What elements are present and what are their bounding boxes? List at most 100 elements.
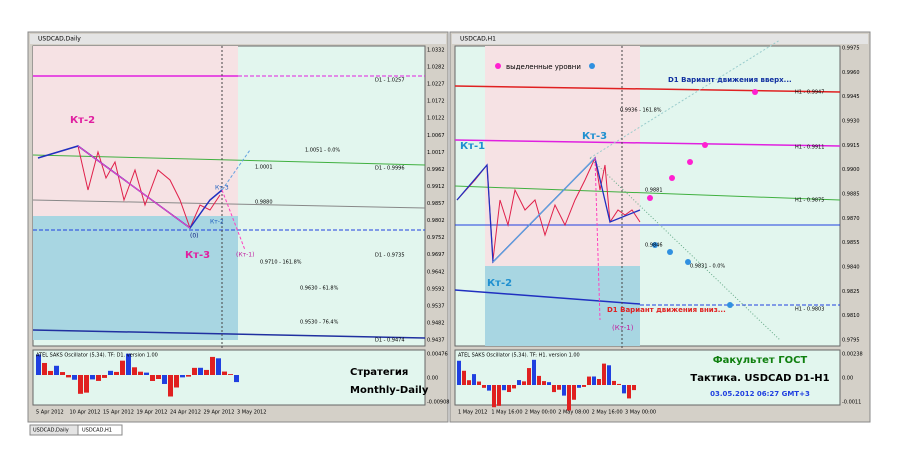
histogram-bar (168, 375, 173, 397)
histogram-bar (477, 381, 481, 385)
annotation: выделенные уровни (506, 63, 581, 71)
level-label: D1 - 0.9474 (375, 338, 405, 344)
histogram-bar (96, 375, 101, 381)
tab[interactable]: USDCAD,H1 (82, 428, 112, 434)
histogram-bar (527, 368, 531, 385)
histogram-bar (567, 385, 571, 411)
oscillator-label: 0.00476 (427, 352, 448, 358)
oscillator-label: 0.00 (842, 376, 853, 382)
date-label: 24 Apr 2012 (170, 410, 201, 416)
histogram-bar (132, 367, 137, 375)
histogram-bar (502, 385, 506, 391)
histogram-bar (222, 371, 227, 375)
date-label: 19 Apr 2012 (137, 410, 168, 416)
indicator-label: ATEL SAKS Oscillator (5,34). TF: D1. ver… (36, 353, 158, 359)
histogram-bar (84, 375, 89, 393)
histogram-bar (532, 359, 536, 385)
level-label: 0.9880 (255, 200, 273, 206)
histogram-bar (627, 385, 631, 399)
histogram-bar (457, 360, 461, 385)
price-label: 0.9900 (842, 167, 860, 173)
price-label: 0.9930 (842, 119, 860, 125)
annotation: Кт-3 (215, 185, 229, 192)
price-label: 0.9870 (842, 216, 860, 222)
oscillator-label: 0.00238 (842, 352, 863, 358)
histogram-bar (587, 376, 591, 385)
oscillator-label: -0.00908 (427, 400, 449, 406)
price-label: 1.0017 (427, 150, 445, 156)
annotation: Кт-1 (460, 141, 485, 152)
price-label: 0.9857 (427, 201, 445, 207)
level-label: 0.9710 - 161.8% (260, 260, 302, 266)
histogram-bar (78, 375, 83, 394)
histogram-bar (522, 381, 526, 385)
histogram-bar (472, 374, 476, 385)
histogram-bar (36, 354, 41, 375)
date-label: 3 May 2012 (237, 410, 266, 416)
price-label: 0.9642 (427, 269, 445, 275)
level-label: D1 - 0.9735 (375, 253, 405, 259)
histogram-bar (512, 385, 516, 389)
price-label: 0.9825 (842, 289, 860, 295)
histogram-bar (597, 379, 601, 385)
caption: Monthly-Daily (350, 385, 429, 396)
price-label: 0.9697 (427, 252, 445, 258)
price-label: 1.0227 (427, 82, 445, 88)
price-label: 1.0122 (427, 116, 445, 122)
price-label: 0.9912 (427, 184, 445, 190)
histogram-bar (537, 375, 541, 385)
histogram-bar (572, 385, 576, 400)
date-label: 1 May 16:00 (491, 410, 522, 416)
histogram-bar (557, 385, 561, 390)
level-label: 1.0001 (255, 165, 273, 171)
level-label: 1.0051 - 0.0% (305, 148, 340, 154)
price-label: 0.9960 (842, 70, 860, 76)
indicator-label: ATEL SAKS Oscillator (5,34). TF: H1. ver… (458, 353, 580, 359)
histogram-bar (210, 356, 215, 375)
date-label: 29 Apr 2012 (204, 410, 235, 416)
caption: 03.05.2012 06:27 GMT+3 (710, 390, 810, 398)
price-label: 0.9885 (842, 192, 860, 198)
annotation: Кт-2 (487, 278, 512, 289)
histogram-bar (144, 372, 149, 375)
level-label: 0.9846 (645, 243, 663, 249)
histogram-bar (192, 367, 197, 375)
level-label: H1 - 0.9947 (795, 90, 824, 96)
annotation: Кт-3 (582, 131, 607, 142)
level-label: D1 - 0.9996 (375, 166, 405, 172)
histogram-bar (617, 383, 621, 385)
histogram-bar (497, 385, 501, 406)
histogram-bar (198, 367, 203, 375)
level-label: 0.9831 - 0.0% (690, 264, 725, 270)
price-label: 0.9945 (842, 94, 860, 100)
annotation: (Кт-1) (612, 324, 634, 332)
histogram-bar (90, 375, 95, 380)
date-label: 10 Apr 2012 (70, 410, 101, 416)
histogram-bar (204, 369, 209, 375)
histogram-bar (156, 375, 161, 380)
histogram-bar (108, 370, 113, 375)
histogram-bar (462, 370, 466, 385)
price-label: 0.9962 (427, 167, 445, 173)
price-label: 1.0282 (427, 65, 445, 71)
price-label: 1.0332 (427, 48, 445, 54)
window-title[interactable]: USDCAD,H1 (460, 36, 496, 43)
level-label: H1 - 0.9911 (795, 145, 824, 151)
level-label: 0.9881 (645, 188, 663, 194)
annotation: (0) (190, 233, 199, 240)
histogram-bar (482, 385, 486, 388)
price-label: 0.9752 (427, 235, 445, 241)
histogram-bar (174, 375, 179, 388)
date-label: 1 May 2012 (458, 410, 487, 416)
histogram-bar (552, 385, 556, 393)
histogram-bar (162, 375, 167, 384)
histogram-bar (542, 381, 546, 385)
level-label: 0.9530 - 76.4% (300, 320, 339, 326)
price-label: 0.9802 (427, 218, 445, 224)
date-label: 2 May 16:00 (592, 410, 623, 416)
histogram-bar (216, 358, 221, 375)
tab[interactable]: USDCAD,Daily (33, 428, 69, 434)
window-title[interactable]: USDCAD,Daily (38, 36, 81, 43)
histogram-bar (42, 362, 47, 375)
histogram-bar (126, 353, 131, 375)
